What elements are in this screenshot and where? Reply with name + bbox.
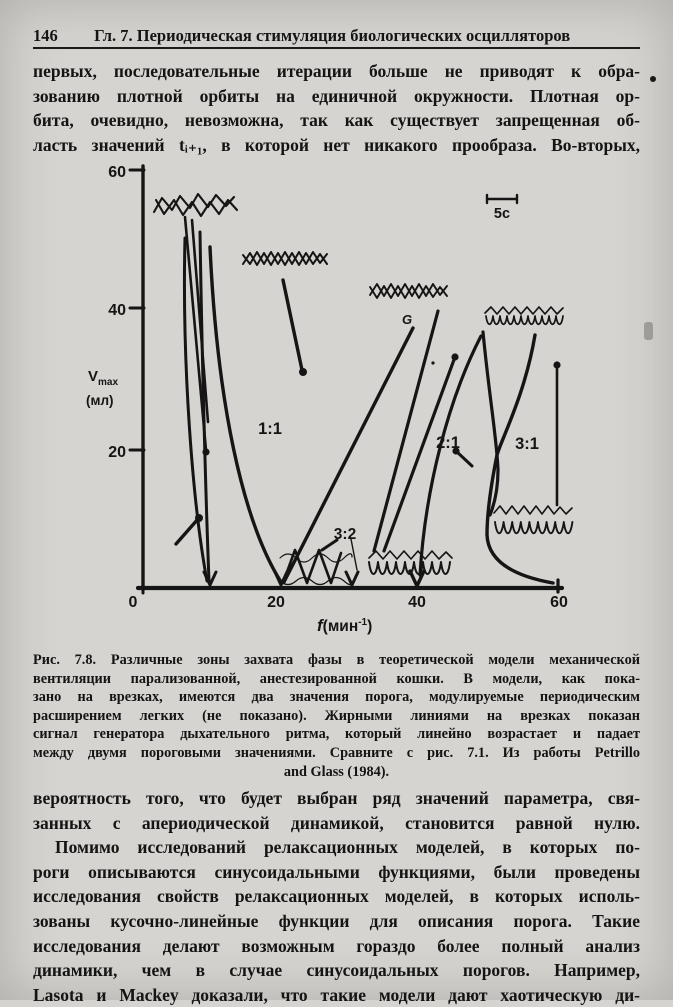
text-line: бита, очевидно, невозможна, так как суще… (33, 110, 640, 131)
waveform-strand (242, 252, 328, 266)
v-arrow-f40 (408, 569, 426, 588)
waveform-strand (152, 192, 236, 214)
waveform-inset-b (242, 251, 328, 266)
scan-edge-mark (644, 322, 653, 340)
zone-3-2-line-b (382, 355, 457, 553)
waveform-inset-d (484, 306, 564, 326)
paragraph-2: вероятность того, что будет выбран ряд з… (33, 786, 640, 1007)
waveform-inset-f (368, 550, 453, 575)
waveform-strand (494, 521, 574, 535)
text-line: исследования свойств релаксационных моде… (33, 886, 640, 907)
zone-2-1-right-boundary (481, 330, 500, 517)
leader-3-2-label (320, 538, 339, 552)
g-annotation: G (402, 312, 412, 327)
zone-label-3-2: 3:2 (334, 526, 356, 543)
paragraph-1: первых, последовательные итерации больше… (33, 59, 640, 157)
y-tick-label-60: 60 (108, 164, 126, 181)
zone-2-1-left-boundary (418, 334, 483, 577)
leader-line (183, 215, 208, 452)
y-tick-label-20: 20 (108, 444, 126, 461)
caption-line: между двумя пороговыми значениями. Сравн… (33, 744, 640, 761)
waveform-strand (279, 576, 353, 586)
y-axis-unit: (мл) (86, 393, 114, 408)
caption-line: Рис. 7.8. Различные зоны захвата фазы в … (33, 652, 640, 668)
waveform-inset-a (152, 192, 239, 218)
caption-line: вентиляции парализованной, анестезирован… (33, 670, 640, 687)
caption-line: зано на врезках, имеются два значения по… (33, 689, 640, 706)
leader-dot (299, 368, 307, 376)
v-arrow-f10 (202, 570, 218, 587)
leader-dot (202, 448, 210, 456)
zone-3-2-line-a (372, 309, 440, 553)
waveform-strand (279, 553, 353, 563)
waveform-inset-c (369, 283, 448, 299)
waveform-strand (369, 283, 448, 297)
waveform-strand (493, 505, 573, 515)
x-axis-label: f(мин-1) (317, 616, 372, 635)
page-number: 146 (33, 26, 58, 45)
text-line: занных с апериодической динамикой, стано… (33, 812, 640, 833)
scale-bar (485, 193, 519, 205)
leader-3-2-thin (350, 538, 358, 571)
leader-inset-b (281, 278, 304, 372)
waveform-inset-e (279, 548, 353, 586)
text-line: зованию плотной орбиты на единичной окру… (33, 85, 640, 106)
zone-3-1-left-curve (485, 333, 555, 585)
zone-label-2-1: 2:1 (436, 434, 460, 452)
text-line: зованы кусочно-линейные функции для опис… (33, 910, 640, 931)
leader-dot (195, 514, 203, 522)
text-line: динамики, чем в случае синусоидальных по… (33, 960, 640, 981)
waveform-strand (484, 306, 564, 315)
waveform-strand (369, 285, 448, 299)
zone-1-1-right-boundary (282, 326, 415, 584)
text-line: ласть значений tᵢ₊₁, в которой нет никак… (33, 134, 640, 155)
zone-label-1-1: 1:1 (258, 420, 282, 438)
leader-dot (553, 361, 561, 369)
speck-dot (431, 361, 435, 365)
chapter-title: Гл. 7. Периодическая стимуляция биологич… (94, 26, 571, 45)
waveform-inset-g (493, 505, 574, 535)
scan-speck (650, 76, 656, 82)
waveform-strand (242, 251, 328, 265)
text-line: Помимо исследований релаксационных модел… (55, 837, 640, 858)
x-tick-label-60: 60 (550, 594, 568, 611)
figure-caption: Рис. 7.8. Различные зоны захвата фазы в … (33, 651, 640, 781)
y-tick-label-40: 40 (108, 302, 126, 319)
waveform-strand (154, 198, 239, 218)
waveform-strand (368, 550, 453, 560)
scale-bar-label: 5c (494, 206, 510, 222)
zone-label-3-1: 3:1 (515, 435, 539, 453)
leader-left-segment (174, 517, 200, 546)
text-line: исследования делают возможным гораздо бо… (33, 935, 640, 956)
text-line: вероятность того, что будет выбран ряд з… (33, 788, 640, 808)
zone-1-1-left-boundary (208, 245, 283, 584)
text-line: роги описываются синусоидальными функция… (33, 861, 640, 882)
leader-dot (452, 447, 460, 455)
waveform-strand (368, 561, 451, 575)
tongue-10-left-boundary (182, 236, 209, 583)
leader-line (190, 218, 210, 424)
leader-dot (451, 353, 459, 361)
y-axis-label: Vmax (88, 368, 118, 388)
v-arrow-f30 (344, 570, 360, 587)
waveform-strand (485, 315, 564, 326)
x-tick-label-20: 20 (267, 594, 285, 611)
page-header: 146 Гл. 7. Периодическая стимуляция биол… (33, 26, 640, 46)
figure-7-8-plot: 60 40 20 0 20 40 60 Vmax (мл) f(мин-1) 5… (86, 164, 574, 635)
text-line: первых, последовательные итерации больше… (33, 61, 640, 81)
caption-line: расширением легких (не показано). Жирным… (33, 707, 640, 724)
text-line: Lasota и Mackey доказали, что такие моде… (33, 984, 640, 1005)
caption-line: and Glass (1984). (283, 763, 390, 780)
caption-line: сигнал генератора дыхательного ритма, ко… (33, 726, 640, 743)
x-tick-label-40: 40 (408, 594, 426, 611)
leader-2-1-label (454, 449, 474, 468)
header-rule (33, 47, 640, 50)
x-tick-label-0: 0 (129, 594, 138, 611)
